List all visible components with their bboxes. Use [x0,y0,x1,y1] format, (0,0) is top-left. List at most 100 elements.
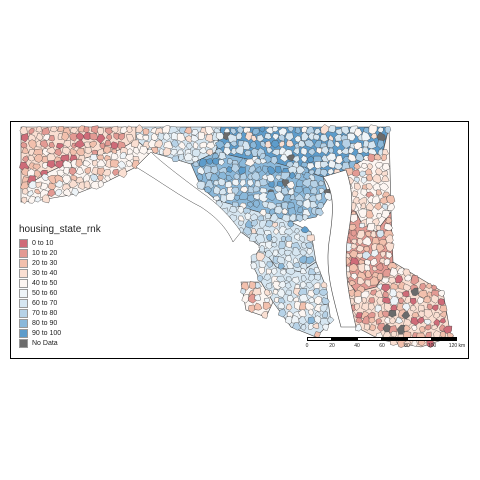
census-tract [300,268,308,275]
census-tract [212,157,221,165]
census-tract [22,155,29,163]
census-tract [274,205,284,215]
census-tract [54,148,62,157]
census-tract [97,180,104,188]
census-tract [237,206,246,215]
census-tract [199,141,208,149]
census-tract [298,139,306,148]
census-tract [295,165,306,174]
census-tract [272,133,280,141]
census-tract [39,139,49,149]
census-tract [20,196,28,204]
scale-segment [432,337,457,341]
census-tract [279,269,287,276]
census-tract [84,167,91,175]
census-tract [228,206,238,214]
census-tract [298,235,306,243]
census-tract [28,180,38,190]
census-tract [21,167,30,177]
census-tract [388,310,397,318]
census-tract [439,311,447,319]
census-tract [197,131,205,140]
census-tract [315,147,323,155]
census-tract [287,126,294,133]
census-tract [62,174,71,184]
census-tract [109,159,121,168]
census-tract [288,213,297,222]
census-tract [263,273,272,281]
census-tract [177,141,186,150]
census-tract [295,214,304,223]
legend-item: 0 to 10 [19,238,101,248]
census-tract [78,125,86,133]
census-tract [287,220,294,228]
census-tract [375,167,384,176]
legend-label: 40 to 50 [32,279,58,287]
census-tract [318,187,325,194]
census-tract [28,154,36,162]
census-tract [256,275,264,282]
census-tract [36,132,44,141]
census-tract [184,126,192,135]
census-tract [192,141,199,150]
census-tract [28,128,35,135]
scale-segment [357,337,382,341]
census-tract [244,212,253,220]
census-tract [171,155,180,162]
census-tract [321,323,330,331]
census-tract [283,194,292,203]
census-tract [376,229,385,239]
census-tract [361,146,370,154]
census-tract [356,238,364,246]
census-tract [21,187,29,195]
census-tract [138,145,149,155]
census-tract [272,249,279,257]
census-tract [376,139,385,149]
census-tract [352,196,361,205]
census-tract [41,194,50,204]
census-tract [126,125,133,133]
census-tract [367,153,376,163]
scale-segment [407,337,432,341]
census-tract [353,182,362,191]
legend-item: 50 to 60 [19,288,101,298]
census-tract [42,134,51,141]
census-tract [356,229,366,240]
census-tract [294,135,302,143]
census-tract [289,171,296,180]
census-tract [214,140,225,149]
census-tract [424,324,432,331]
census-tract [244,149,252,157]
census-tract [313,315,323,324]
census-tract [142,135,149,142]
census-tract [381,153,387,161]
census-tract [298,316,307,325]
census-tract [124,153,135,162]
census-tract [63,139,72,148]
census-tract [292,247,302,257]
census-tract [217,178,226,187]
census-tract [274,191,285,202]
census-tract [277,302,286,310]
census-tract [367,302,376,311]
census-tract [84,146,92,155]
scale-bar: 0 20 40 60 80 100 120 km [306,337,465,355]
census-tract [302,198,312,209]
census-tract [373,202,383,211]
census-tract [104,140,112,146]
census-tract [378,182,389,192]
census-tract [307,323,315,330]
census-tract [377,322,386,332]
census-tract [369,276,379,286]
census-tract [71,188,80,197]
census-tract [368,316,376,324]
census-tract [233,194,241,201]
census-tract [285,240,294,249]
census-tract [326,316,335,324]
census-tract [275,166,282,174]
census-tract [383,302,393,312]
census-tract [348,160,357,171]
census-tract [312,133,320,141]
census-tract [271,149,281,156]
census-tract [264,212,272,219]
